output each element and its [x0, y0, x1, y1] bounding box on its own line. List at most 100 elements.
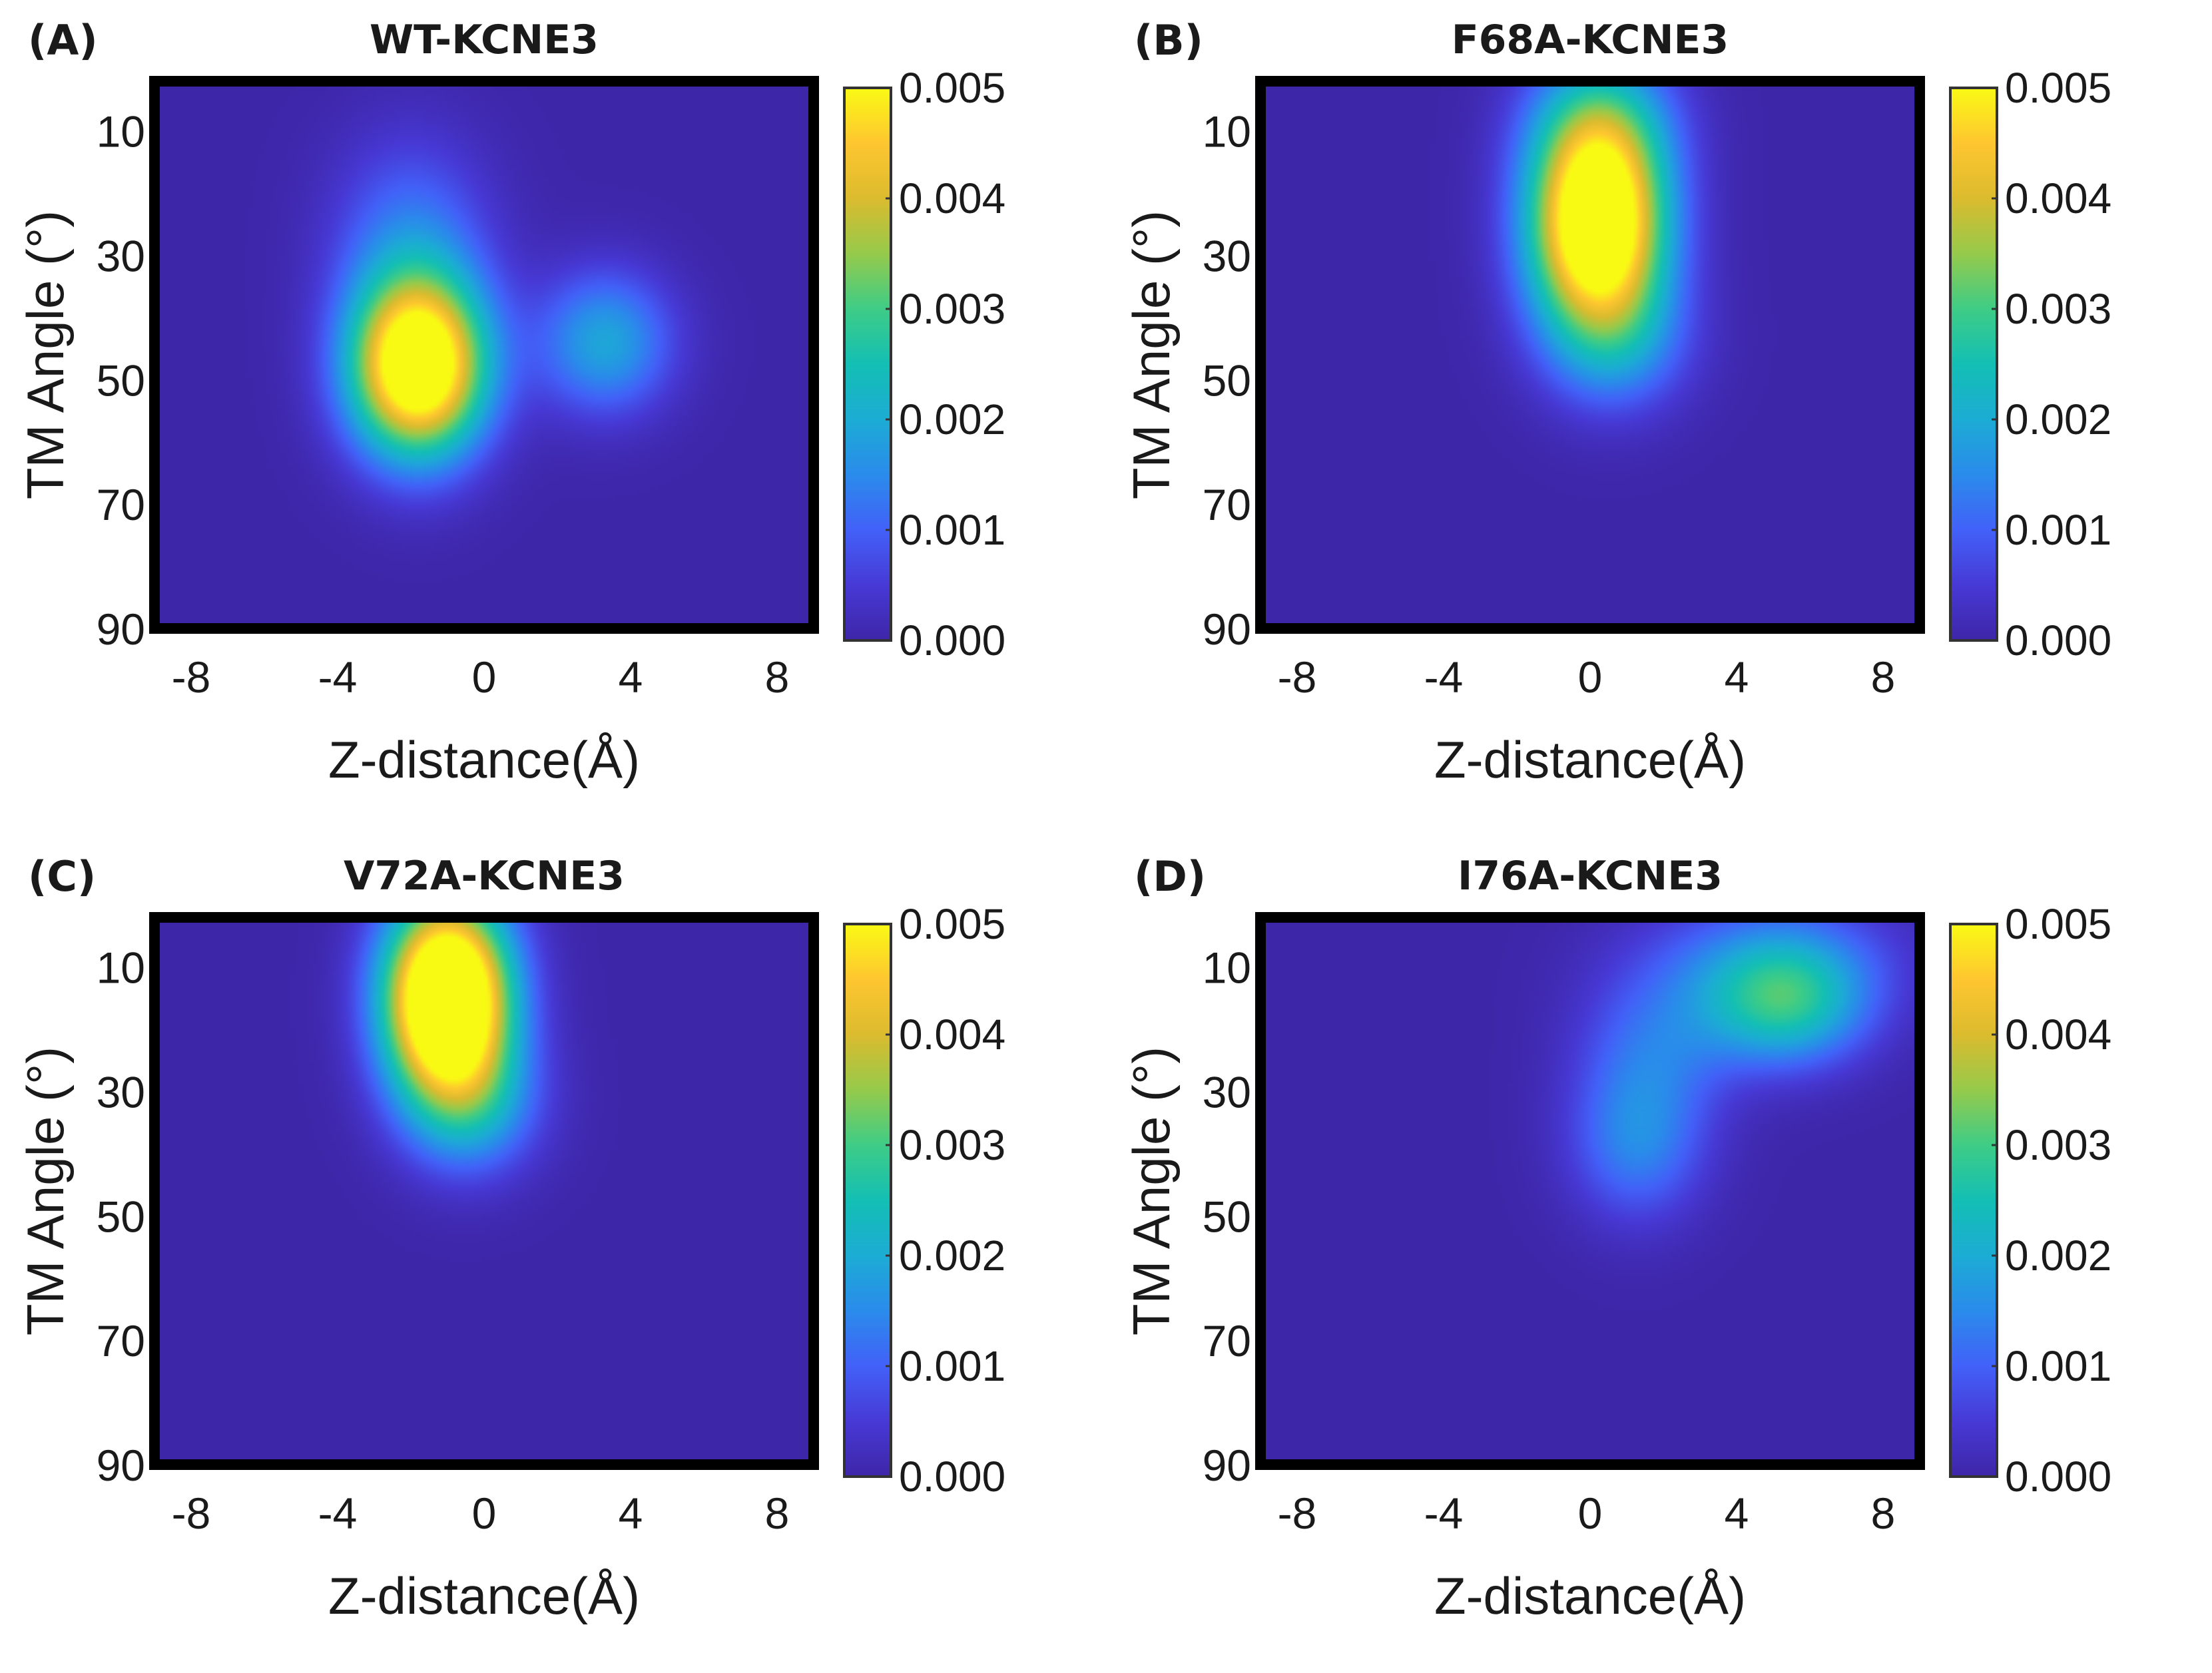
colorbar — [843, 87, 892, 642]
plot-frame — [1255, 76, 1925, 634]
x-tick-label: -8 — [172, 652, 211, 702]
colorbar-tick-label: 0.003 — [2005, 285, 2111, 333]
panel-label: (B) — [1134, 16, 1203, 65]
x-tick-label: 4 — [619, 652, 643, 702]
y-tick-label: 30 — [97, 232, 145, 281]
colorbar-tick-label: 0.005 — [899, 900, 1005, 948]
colorbar-tick-label: 0.003 — [899, 1121, 1005, 1169]
heatmap-density — [1260, 917, 1920, 1465]
x-tick-label: 4 — [1725, 1489, 1749, 1538]
chart-title: F68A-KCNE3 — [1452, 17, 1729, 63]
y-tick-label: 90 — [1203, 1441, 1251, 1490]
colorbar-tick-label: 0.003 — [2005, 1121, 2111, 1169]
y-tick-label: 50 — [97, 356, 145, 405]
heatmap-density — [1260, 81, 1920, 628]
colorbar-tick-label: 0.002 — [2005, 395, 2111, 443]
plot-frame — [1255, 912, 1925, 1470]
chart-svg: (C) V72A-KCNE3 -8 -4 0 4 8 10 30 50 70 90 Z-distance… — [16, 852, 1005, 1625]
colorbar-tick-label: 0.001 — [2005, 1342, 2111, 1390]
chart-panel-c: (C) V72A-KCNE3 -8 -4 0 4 8 10 30 50 70 90 Z-distance… — [0, 836, 1106, 1672]
panel-label: (A) — [28, 16, 98, 65]
x-tick-label: -4 — [1424, 652, 1464, 702]
colorbar-tick-label: 0.001 — [2005, 506, 2111, 554]
x-tick-label: -4 — [318, 1489, 358, 1538]
y-tick-label: 10 — [1203, 943, 1251, 993]
y-tick-label: 50 — [1203, 1192, 1251, 1241]
colorbar-tick-label: 0.005 — [899, 64, 1005, 112]
colorbar — [1949, 923, 1998, 1478]
panel-label: (C) — [28, 852, 96, 901]
colorbar — [1949, 87, 1998, 642]
colorbar-tick-label: 0.002 — [899, 395, 1005, 443]
y-tick-label: 90 — [1203, 604, 1251, 654]
x-tick-label: 0 — [472, 1489, 497, 1538]
x-axis-label: Z-distance(Å) — [328, 1566, 640, 1625]
chart-panel-d: (D) I76A-KCNE3 -8 -4 0 4 8 10 30 50 70 90 Z-distance… — [1106, 836, 2212, 1672]
y-tick-label: 70 — [1203, 480, 1251, 529]
y-tick-label: 30 — [97, 1068, 145, 1117]
colorbar-tick-label: 0.004 — [2005, 174, 2111, 222]
y-tick-label: 10 — [97, 943, 145, 993]
x-tick-label: 0 — [472, 652, 497, 702]
x-tick-label: -8 — [1278, 1489, 1317, 1538]
x-tick-label: -4 — [318, 652, 358, 702]
chart-title: I76A-KCNE3 — [1458, 853, 1723, 899]
plot-frame — [149, 76, 819, 634]
y-tick-label: 10 — [97, 107, 145, 156]
colorbar-tick-label: 0.004 — [899, 174, 1005, 222]
y-axis-label: TM Angle (°) — [16, 210, 75, 499]
chart-svg: (A) WT-KCNE3 -8 -4 0 4 8 10 30 50 70 90 Z-distance(Å… — [16, 16, 1005, 789]
x-tick-label: 8 — [765, 1489, 790, 1538]
y-tick-label: 50 — [1203, 356, 1251, 405]
colorbar — [843, 923, 892, 1478]
colorbar-tick-label: 0.002 — [2005, 1232, 2111, 1280]
colorbar-tick-label: 0.000 — [2005, 1453, 2111, 1501]
x-axis-label: Z-distance(Å) — [328, 730, 640, 789]
y-axis-label: TM Angle (°) — [1122, 210, 1181, 499]
y-tick-label: 70 — [97, 480, 145, 529]
y-tick-label: 70 — [97, 1316, 145, 1365]
y-tick-label: 90 — [97, 1441, 145, 1490]
x-axis-label: Z-distance(Å) — [1434, 730, 1746, 789]
x-axis-label: Z-distance(Å) — [1434, 1566, 1746, 1625]
colorbar-tick-label: 0.003 — [899, 285, 1005, 333]
y-tick-label: 70 — [1203, 1316, 1251, 1365]
heatmap-density — [154, 81, 814, 628]
x-tick-label: 0 — [1578, 1489, 1603, 1538]
chart-title: V72A-KCNE3 — [344, 853, 625, 899]
colorbar-tick-label: 0.004 — [899, 1011, 1005, 1059]
y-tick-label: 90 — [97, 604, 145, 654]
y-tick-label: 50 — [97, 1192, 145, 1241]
colorbar-tick-label: 0.000 — [899, 1453, 1005, 1501]
heatmap-density — [154, 917, 814, 1465]
colorbar-tick-label: 0.001 — [899, 506, 1005, 554]
colorbar-tick-label: 0.002 — [899, 1232, 1005, 1280]
x-tick-label: 8 — [1871, 652, 1896, 702]
y-tick-label: 30 — [1203, 1068, 1251, 1117]
x-tick-label: 4 — [1725, 652, 1749, 702]
y-tick-label: 10 — [1203, 107, 1251, 156]
x-tick-label: 8 — [1871, 1489, 1896, 1538]
x-tick-label: 0 — [1578, 652, 1603, 702]
plot-frame — [149, 912, 819, 1470]
x-tick-label: -8 — [1278, 652, 1317, 702]
colorbar-tick-label: 0.001 — [899, 1342, 1005, 1390]
colorbar-tick-label: 0.005 — [2005, 900, 2111, 948]
y-axis-label: TM Angle (°) — [16, 1047, 75, 1335]
x-tick-label: 4 — [619, 1489, 643, 1538]
chart-panel-a: (A) WT-KCNE3 -8 -4 0 4 8 10 30 50 70 90 Z-distance(Å… — [0, 0, 1106, 836]
colorbar-tick-label: 0.000 — [2005, 616, 2111, 664]
colorbar-tick-label: 0.000 — [899, 616, 1005, 664]
y-tick-label: 30 — [1203, 232, 1251, 281]
y-axis-label: TM Angle (°) — [1122, 1047, 1181, 1335]
chart-svg: (D) I76A-KCNE3 -8 -4 0 4 8 10 30 50 70 90 Z-distance… — [1122, 852, 2111, 1625]
x-tick-label: -4 — [1424, 1489, 1464, 1538]
panel-label: (D) — [1134, 852, 1206, 901]
chart-svg: (B) F68A-KCNE3 -8 -4 0 4 8 10 30 50 70 90 Z-distance… — [1122, 16, 2111, 789]
x-tick-label: 8 — [765, 652, 790, 702]
x-tick-label: -8 — [172, 1489, 211, 1538]
chart-panel-b: (B) F68A-KCNE3 -8 -4 0 4 8 10 30 50 70 90 Z-distance… — [1106, 0, 2212, 836]
colorbar-tick-label: 0.004 — [2005, 1011, 2111, 1059]
chart-title: WT-KCNE3 — [370, 17, 599, 63]
colorbar-tick-label: 0.005 — [2005, 64, 2111, 112]
